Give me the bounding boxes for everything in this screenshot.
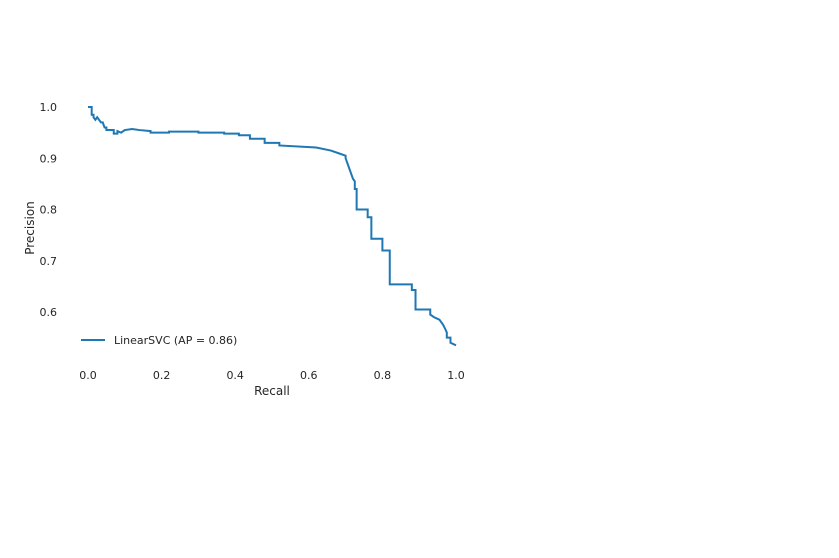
x-tick-label: 1.0 xyxy=(447,369,465,382)
x-axis-label: Recall xyxy=(254,384,290,398)
x-tick-label: 0.2 xyxy=(153,369,171,382)
x-tick-labels: 0.0 0.2 0.4 0.6 0.8 1.0 xyxy=(79,369,465,382)
x-tick-label: 0.4 xyxy=(226,369,244,382)
x-tick-label: 0.8 xyxy=(374,369,392,382)
y-tick-label: 0.7 xyxy=(40,255,58,268)
y-tick-label: 0.6 xyxy=(40,306,58,319)
x-tick-label: 0.0 xyxy=(79,369,97,382)
x-tick-label: 0.6 xyxy=(300,369,318,382)
y-tick-label: 0.9 xyxy=(40,152,58,165)
y-tick-labels: 0.6 0.7 0.8 0.9 1.0 xyxy=(40,101,58,319)
y-axis-label: Precision xyxy=(23,201,37,255)
y-tick-label: 1.0 xyxy=(40,101,58,114)
legend: LinearSVC (AP = 0.86) xyxy=(81,334,237,347)
series-line xyxy=(88,106,457,347)
legend-entry-label: LinearSVC (AP = 0.86) xyxy=(114,334,237,347)
y-tick-label: 0.8 xyxy=(40,204,58,217)
series-layer xyxy=(88,106,457,347)
